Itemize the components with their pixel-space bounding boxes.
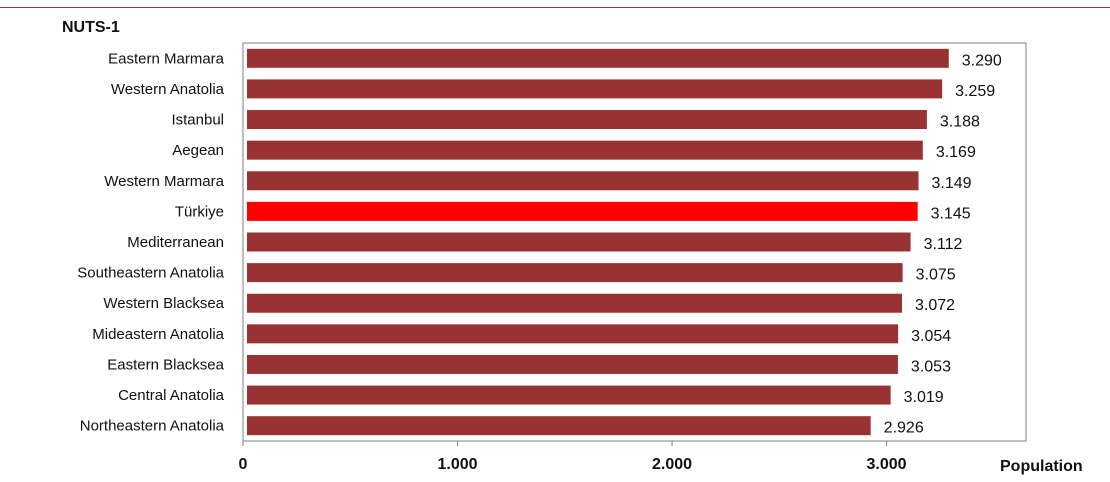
category-label: Eastern Marmara: [108, 50, 225, 67]
value-label: 3.053: [911, 358, 951, 375]
bar: [247, 48, 949, 68]
category-label: Türkiye: [175, 203, 224, 220]
bar: [247, 263, 903, 283]
value-label: 3.075: [916, 267, 956, 284]
bar: [247, 324, 899, 344]
category-label: Western Blacksea: [103, 295, 224, 312]
category-label: Eastern Blacksea: [107, 356, 224, 373]
bar: [247, 171, 919, 191]
value-label: 3.149: [932, 175, 972, 192]
category-label: Western Anatolia: [111, 81, 225, 98]
value-label: 3.145: [931, 205, 971, 222]
x-tick-label: 2.000: [652, 456, 692, 473]
category-label: Mediterranean: [127, 234, 224, 251]
bar: [247, 201, 918, 221]
x-axis-label: Population: [1000, 458, 1083, 475]
value-label: 3.072: [915, 297, 955, 314]
value-label: 3.054: [911, 328, 951, 345]
category-label: Mideastern Anatolia: [92, 326, 224, 343]
category-label: Northeastern Anatolia: [80, 418, 225, 435]
x-tick-label: 3.000: [867, 456, 907, 473]
top-rule: [0, 7, 1110, 8]
category-label: Aegean: [172, 142, 224, 159]
value-label: 3.169: [936, 144, 976, 161]
x-tick-label: 1.000: [437, 456, 477, 473]
value-label: 3.290: [962, 52, 1002, 69]
value-label: 2.926: [884, 420, 924, 437]
bar: [247, 232, 911, 252]
value-label: 3.259: [955, 83, 995, 100]
chart-title: NUTS-1: [62, 19, 120, 36]
category-label: Central Anatolia: [118, 387, 225, 404]
category-label: Southeastern Anatolia: [77, 265, 224, 282]
bar: [247, 416, 871, 436]
bar: [247, 79, 943, 99]
x-tick-label: 0: [239, 456, 248, 473]
bar: [247, 385, 891, 405]
value-label: 3.112: [924, 236, 963, 253]
category-label: Istanbul: [171, 112, 224, 129]
bar: [247, 110, 927, 130]
category-label: Western Marmara: [104, 173, 224, 190]
bar: [247, 354, 898, 374]
plot-frame: [242, 42, 1027, 442]
bar: [247, 140, 923, 160]
bar: [247, 293, 903, 313]
value-label: 3.019: [904, 389, 944, 406]
value-label: 3.188: [940, 114, 980, 131]
